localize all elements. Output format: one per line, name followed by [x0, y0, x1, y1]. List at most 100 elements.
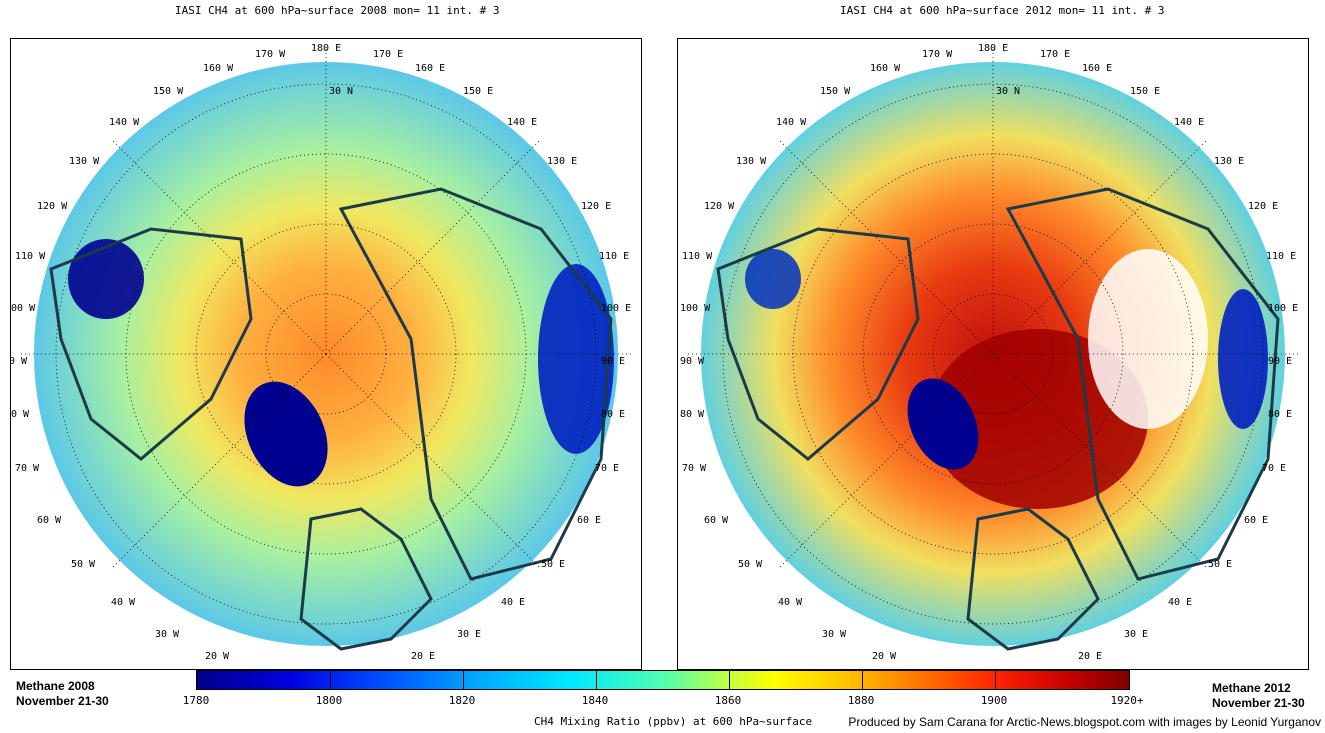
label-2012: Methane 2012 November 21-30 [1212, 681, 1305, 711]
lon-label: 120 E [581, 201, 611, 212]
label-2012-line2: November 21-30 [1212, 696, 1305, 710]
lon-label: 40 W [111, 597, 136, 608]
lon-label: 50 W [738, 559, 763, 570]
colorbar-tick-label: 1780 [182, 694, 210, 707]
lon-label: 110 W [682, 251, 713, 262]
north-america-outline [49, 227, 253, 461]
colorbar-tick-label: 1900 [980, 694, 1008, 707]
lon-label: 50 E [541, 559, 565, 570]
lon-label: 70 E [595, 463, 619, 474]
colorbar-tick [463, 671, 464, 689]
colorbar-tick [596, 671, 597, 689]
greenland [244, 381, 328, 487]
lon-label: 30 E [457, 629, 481, 640]
lon-label: 130 E [1214, 156, 1244, 167]
credit-line: Produced by Sam Carana for Arctic-News.b… [848, 715, 1321, 729]
siberia-low-patch [538, 264, 614, 454]
lon-label: 90 E [601, 356, 625, 367]
lon-label: 60 E [577, 515, 601, 526]
lon-label: 50 E [1208, 559, 1232, 570]
colorbar-tick [330, 671, 331, 689]
map-panel-2008: 180 E 170 W 160 W 150 W 140 W 130 W 120 … [10, 38, 642, 670]
colorbar [196, 670, 1130, 690]
lon-label: 70 W [15, 463, 40, 474]
colorbar-tick-label: 1880 [847, 694, 875, 707]
colorbar-tick-label: 1860 [714, 694, 742, 707]
lon-label: 120 W [37, 201, 68, 212]
lon-label: 150 E [1130, 86, 1160, 97]
lon-label: 170 E [1040, 49, 1070, 60]
colorbar-tick [862, 671, 863, 689]
lon-label: 160 W [870, 63, 901, 74]
lon-label: 140 E [507, 117, 537, 128]
lon-label: 90 W [680, 356, 705, 367]
lon-label: 30 E [1124, 629, 1148, 640]
lon-label: 130 W [69, 156, 100, 167]
lon-label: 60 E [1244, 515, 1268, 526]
lon-label: 20 E [411, 651, 435, 662]
lon-label: 40 E [1168, 597, 1192, 608]
lon-label: 100 E [1268, 303, 1298, 314]
lon-label: 90 W [11, 356, 28, 367]
colorbar-tick-label: 1820 [448, 694, 476, 707]
colorbar-tick-label: 1800 [315, 694, 343, 707]
lon-label: 30 W [155, 629, 180, 640]
lon-label: 20 E [1078, 651, 1102, 662]
lon-label: 180 E [311, 43, 341, 54]
alaska-low-patch [68, 239, 144, 319]
lon-label: 170 W [255, 49, 286, 60]
lon-label: 170 E [373, 49, 403, 60]
lon-label: 100 W [680, 303, 711, 314]
lon-label: 70 E [1262, 463, 1286, 474]
lon-label: 110 W [15, 251, 46, 262]
lon-label: 60 W [37, 515, 62, 526]
lon-label: 150 E [463, 86, 493, 97]
lon-label: 110 E [1266, 251, 1296, 262]
lon-label: 100 W [11, 303, 36, 314]
lon-label: 120 W [704, 201, 735, 212]
colorbar-title: CH4 Mixing Ratio (ppbv) at 600 hPa~surfa… [534, 715, 813, 728]
lon-label: 160 E [415, 63, 445, 74]
map-title-2012: IASI CH4 at 600 hPa~surface 2012 mon= 11… [840, 4, 1165, 17]
colorbar-tick [995, 671, 996, 689]
europe-outline [299, 507, 433, 651]
label-2008-line2: November 21-30 [16, 694, 109, 708]
lon-label: 20 W [205, 651, 230, 662]
lon-label: 140 W [109, 117, 140, 128]
lon-label: 80 W [11, 409, 30, 420]
europe-outline [966, 507, 1100, 651]
lon-label: 170 W [922, 49, 953, 60]
lon-label: 40 W [778, 597, 803, 608]
lat-label: 30 N [329, 86, 353, 97]
lon-label: 110 E [599, 251, 629, 262]
polar-map-2012: 180 E 170 W 160 W 150 W 140 W 130 W 120 … [680, 43, 1298, 662]
colorbar-tick-label: 1920+ [1110, 694, 1144, 707]
lat-label: 30 N [996, 86, 1020, 97]
lon-label: 80 E [601, 409, 625, 420]
polar-map-2008: 180 E 170 W 160 W 150 W 140 W 130 W 120 … [11, 43, 631, 662]
colorbar-tick [729, 671, 730, 689]
lon-label: 140 E [1174, 117, 1204, 128]
no-data-patch [1088, 249, 1208, 429]
lon-label: 150 W [153, 86, 184, 97]
lon-label: 20 W [872, 651, 897, 662]
asia-outline [338, 187, 613, 581]
lon-label: 120 E [1248, 201, 1278, 212]
lon-label: 130 E [547, 156, 577, 167]
lon-label: 140 W [776, 117, 807, 128]
greenland [907, 378, 979, 470]
lon-label: 180 E [978, 43, 1008, 54]
lon-label: 50 W [71, 559, 96, 570]
lon-label: 90 E [1268, 356, 1292, 367]
label-2008-line1: Methane 2008 [16, 679, 95, 693]
colorbar-tick-label: 1840 [581, 694, 609, 707]
lon-label: 70 W [682, 463, 707, 474]
alaska-low-patch [745, 249, 801, 309]
lon-label: 30 W [822, 629, 847, 640]
lon-label: 40 E [501, 597, 525, 608]
north-america-outline [716, 227, 920, 461]
lon-label: 60 W [704, 515, 729, 526]
lon-label: 160 W [203, 63, 234, 74]
lon-label: 150 W [820, 86, 851, 97]
lon-label: 100 E [601, 303, 631, 314]
